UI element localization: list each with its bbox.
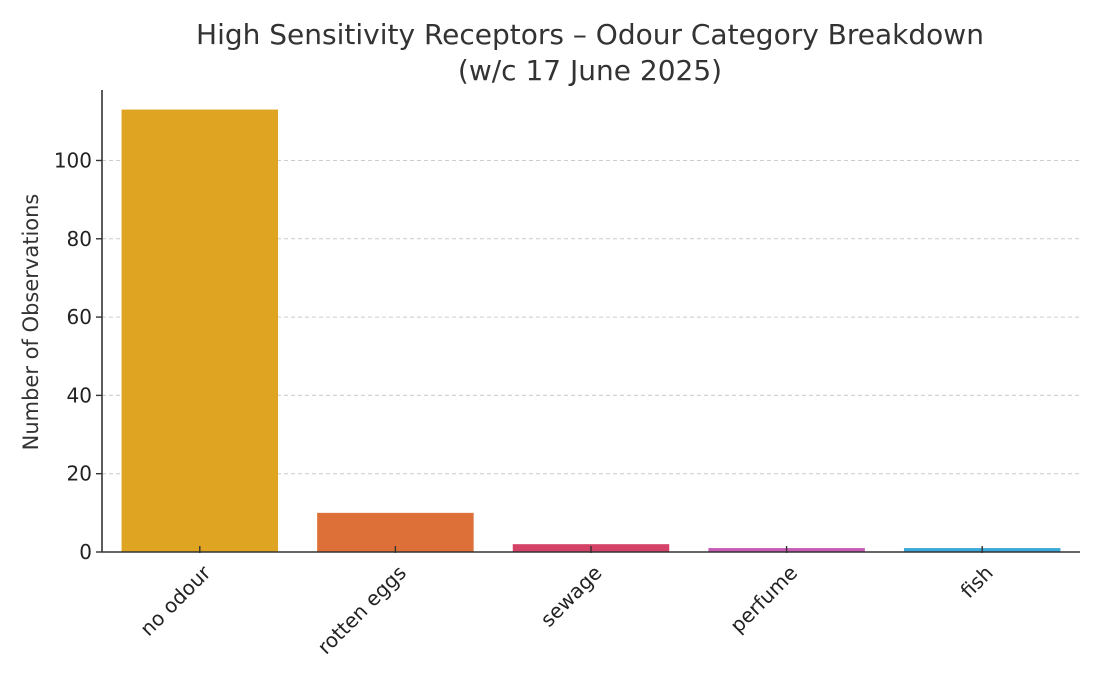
y-tick-label: 80 [67,227,92,251]
y-ticks: 0 20 40 60 80 100 [54,148,102,564]
chart-subtitle: (w/c 17 June 2025) [458,54,722,87]
x-ticks: no odour rotten eggs sewage perfume fish [135,546,998,659]
chart-title: High Sensitivity Receptors – Odour Categ… [196,18,984,51]
x-tick-label: sewage [536,561,607,632]
y-axis-label: Number of Observations [19,194,43,451]
bar-rotten-eggs [317,512,474,552]
bars [121,109,1061,553]
bar-no-odour [121,109,279,553]
y-tick-label: 0 [79,540,92,564]
x-tick-label: fish [956,561,998,603]
y-tick-label: 60 [67,305,92,329]
y-tick-label: 100 [54,148,92,172]
y-tick-label: 20 [67,462,92,486]
y-tick-label: 40 [67,383,92,407]
x-tick-label: no odour [135,560,216,641]
x-tick-label: perfume [725,561,802,638]
x-tick-label: rotten eggs [313,561,411,659]
